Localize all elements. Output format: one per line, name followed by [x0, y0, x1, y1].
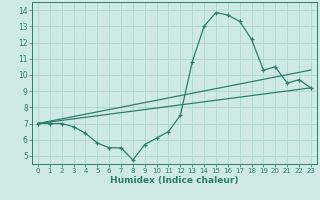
X-axis label: Humidex (Indice chaleur): Humidex (Indice chaleur): [110, 176, 239, 185]
